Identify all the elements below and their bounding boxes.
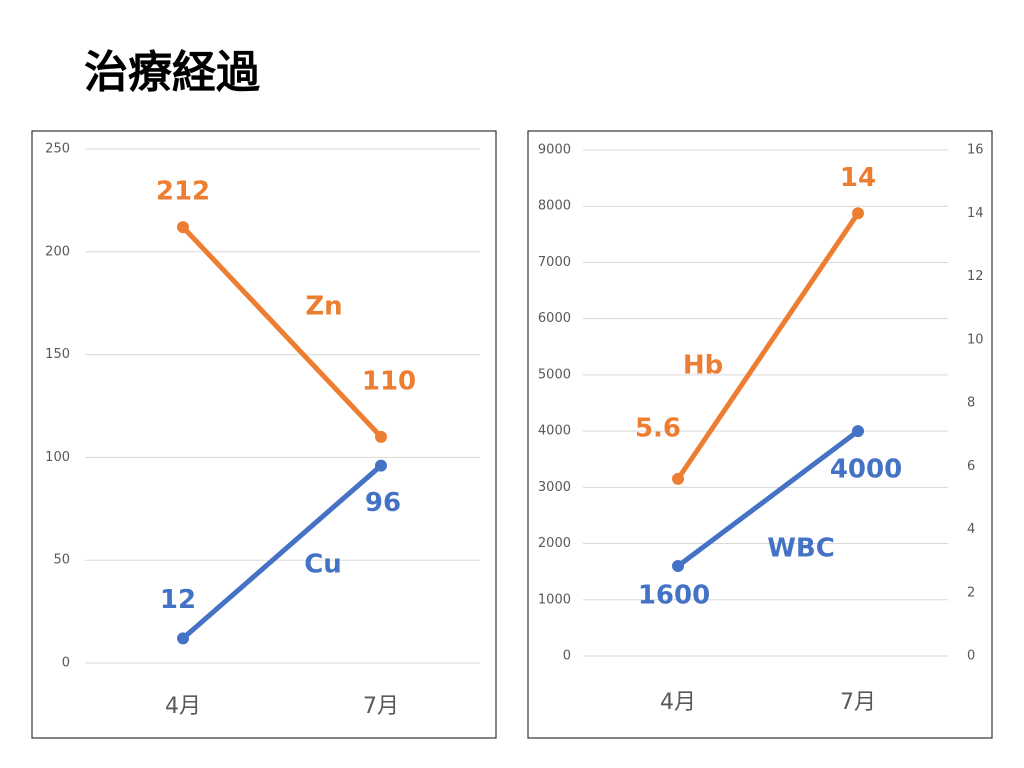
y-tick-label: 150	[45, 347, 70, 362]
y-tick-label: 0	[62, 656, 70, 671]
y-tick-label: 6000	[538, 311, 571, 326]
point	[375, 459, 387, 472]
y-tick-label: 0	[563, 649, 571, 664]
point	[177, 221, 189, 234]
y2-tick-label: 2	[967, 585, 975, 600]
y-tick-label: 4000	[538, 424, 571, 439]
series-label: Cu	[304, 550, 342, 580]
series-label: Hb	[683, 351, 723, 381]
point	[375, 430, 387, 443]
point	[672, 472, 684, 485]
chart-frame	[527, 130, 993, 739]
y2-tick-label: 0	[967, 649, 975, 664]
y-tick-label: 1000	[538, 592, 571, 607]
point	[852, 207, 864, 220]
y-tick-label: 7000	[538, 255, 571, 270]
y2-tick-label: 10	[967, 332, 984, 347]
series-line	[180, 224, 384, 440]
value-label: 5.6	[635, 413, 681, 443]
series-line	[675, 428, 861, 569]
x-tick-label: 4月	[660, 690, 696, 715]
y-tick-label: 9000	[538, 143, 571, 158]
series-line	[180, 463, 384, 641]
y2-tick-label: 8	[967, 396, 975, 411]
point	[672, 560, 684, 573]
point	[852, 425, 864, 438]
y-tick-label: 200	[45, 244, 70, 259]
value-label: 12	[160, 585, 196, 615]
point	[177, 632, 189, 645]
chart-frame	[31, 130, 497, 739]
x-tick-label: 4月	[165, 694, 201, 719]
x-tick-label: 7月	[840, 690, 876, 715]
x-tick-label: 7月	[363, 694, 399, 719]
series-label: WBC	[767, 534, 835, 564]
y-tick-label: 5000	[538, 367, 571, 382]
value-label: 110	[362, 366, 416, 396]
value-label: 96	[365, 488, 401, 518]
y-tick-label: 250	[45, 142, 70, 157]
series-label: Zn	[305, 292, 342, 322]
y-tick-label: 8000	[538, 199, 571, 214]
slide-title: 治療経過	[84, 47, 261, 98]
series-line	[675, 210, 861, 482]
y2-tick-label: 16	[967, 143, 984, 158]
y2-tick-label: 12	[967, 269, 984, 284]
y-tick-label: 100	[45, 450, 70, 465]
y2-tick-label: 14	[967, 206, 984, 221]
value-label: 4000	[830, 455, 902, 485]
y2-tick-label: 4	[967, 522, 975, 537]
value-label: 14	[840, 163, 876, 193]
value-label: 212	[156, 177, 210, 207]
y-tick-label: 50	[53, 553, 70, 568]
value-label: 1600	[638, 581, 710, 611]
y-tick-label: 3000	[538, 480, 571, 495]
y2-tick-label: 6	[967, 459, 975, 474]
y-tick-label: 2000	[538, 536, 571, 551]
